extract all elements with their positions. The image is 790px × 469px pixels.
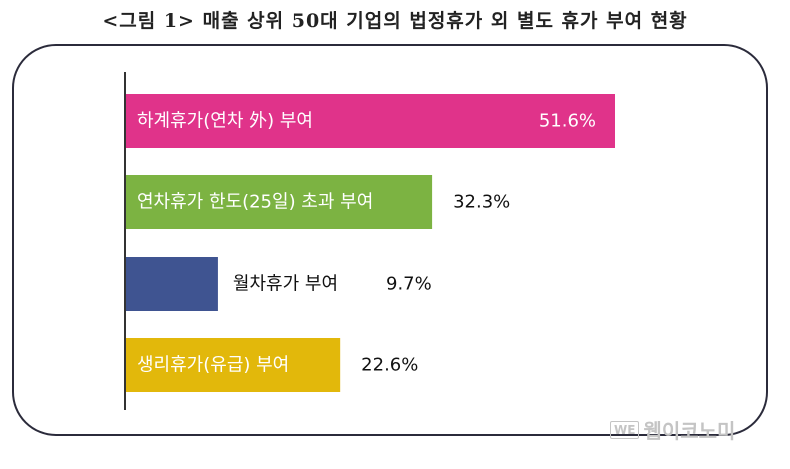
watermark-logo: WE [610,420,640,439]
category-label-1: 하계휴가(연차 外) 부여 [137,111,313,132]
category-label-2: 연차휴가 한도(25일) 초과 부여 [137,192,373,213]
bar-group: 하계휴가(연차 外) 부여 51.6% 연차휴가 한도(25일) 초과 부여 32.3… [126,94,615,392]
value-label-4: 22.6% [361,355,418,376]
bar-1 [126,94,615,148]
watermark-text: 웹이코노미 [643,419,736,443]
category-label-4: 생리휴가(유급) 부여 [137,355,289,376]
category-label-3: 월차휴가 부여 [233,274,338,295]
value-label-3: 9.7% [386,274,432,295]
bar-2 [126,175,433,229]
value-label-2: 32.3% [453,192,510,213]
bar-4 [126,338,341,392]
value-label-1: 51.6% [539,111,596,132]
bar-3 [126,257,218,311]
chart-frame [12,44,768,436]
chart-title: <그림 1> 매출 상위 50대 기업의 법정휴가 외 별도 휴가 부여 현황 [102,10,688,32]
watermark: WE 웹이코노미 [610,415,735,444]
